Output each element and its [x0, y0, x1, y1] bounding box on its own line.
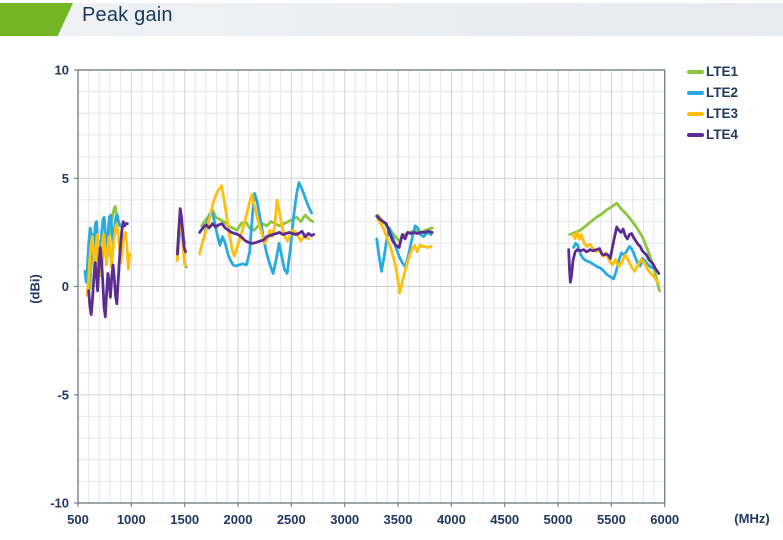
x-tick-label: 4000 — [437, 512, 466, 527]
y-tick-label: 0 — [62, 279, 69, 294]
x-tick-label: 3000 — [330, 512, 359, 527]
series-segment — [376, 217, 433, 295]
y-tick-labels: 10 5 0 -5 -10 — [50, 63, 69, 511]
x-tick-label: 2000 — [224, 512, 253, 527]
x-tick-label: 1500 — [170, 512, 199, 527]
series-segment — [198, 222, 316, 245]
x-tick-labels: 500 1000 1500 2000 2500 3000 3500 4000 4500 5000 5… — [67, 512, 679, 527]
grid-major — [78, 70, 665, 503]
legend-swatch-icon — [687, 111, 704, 116]
legend-swatch-icon — [687, 90, 704, 95]
x-tick-label: 4500 — [490, 512, 519, 527]
x-axis-unit-label: (MHz) — [734, 511, 770, 526]
x-tick-label: 2500 — [277, 512, 306, 527]
series-segment — [567, 225, 661, 284]
header-accent-parallelogram — [0, 3, 73, 36]
series-lte4 — [87, 207, 661, 319]
axis-ticks — [74, 69, 666, 507]
legend-swatch-icon — [687, 132, 704, 137]
series-lte3 — [85, 184, 661, 297]
legend-label: LTE2 — [706, 85, 739, 100]
series-segment — [87, 220, 129, 319]
x-tick-label: 5500 — [597, 512, 626, 527]
x-tick-label: 5000 — [544, 512, 573, 527]
series-segment — [202, 181, 314, 275]
y-axis-unit-label: (dBi) — [27, 274, 43, 304]
page-title: Peak gain — [82, 4, 173, 26]
series-segment — [375, 224, 433, 273]
y-tick-label: -10 — [50, 496, 69, 511]
x-tick-label: 500 — [67, 512, 89, 527]
x-tick-label: 1000 — [117, 512, 146, 527]
series-segment — [572, 241, 655, 281]
series-segment — [375, 214, 434, 249]
series-lte2 — [83, 181, 655, 284]
legend: LTE1 LTE2 LTE3 LTE4 — [687, 61, 738, 145]
x-tick-label: 3500 — [384, 512, 413, 527]
legend-label: LTE1 — [706, 64, 739, 79]
legend-item-lte4: LTE4 — [687, 124, 738, 145]
x-tick-label: 6000 — [650, 512, 679, 527]
series-segment — [175, 207, 187, 256]
legend-item-lte2: LTE2 — [687, 82, 738, 103]
legend-swatch-icon — [687, 69, 704, 74]
legend-label: LTE4 — [706, 127, 739, 142]
y-tick-label: -5 — [57, 387, 69, 402]
series-segment — [85, 222, 132, 297]
legend-item-lte1: LTE1 — [687, 61, 738, 82]
legend-label: LTE3 — [706, 106, 739, 121]
header-bar — [0, 3, 783, 36]
legend-item-lte3: LTE3 — [687, 103, 738, 124]
series-segment — [568, 201, 661, 293]
y-tick-label: 5 — [62, 171, 69, 186]
series-segment — [571, 230, 661, 285]
y-tick-label: 10 — [55, 63, 69, 78]
